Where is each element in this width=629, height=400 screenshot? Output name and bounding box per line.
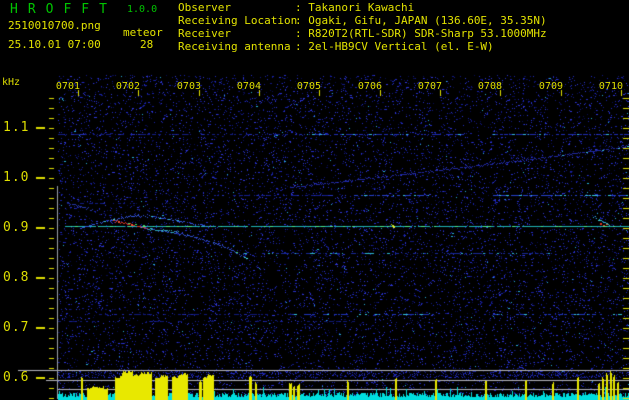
info-row-antenna: Receiving antenna: 2el-HB9CV Vertical (e… xyxy=(178,40,547,53)
app-version: 1.0.0 xyxy=(127,4,158,15)
info-row-receiver: Receiver: R820T2(RTL-SDR) SDR-Sharp 53.1… xyxy=(178,27,547,40)
info-label: Receiving Location xyxy=(178,14,298,27)
x-tick-label: 0703 xyxy=(176,81,201,92)
app-title: HROFFT xyxy=(10,2,117,17)
x-tick-label: 0704 xyxy=(236,81,261,92)
info-separator: : xyxy=(295,40,302,53)
mode-label: meteor xyxy=(123,26,163,39)
x-tick-label: 0707 xyxy=(417,81,442,92)
y-tick-label: 1.1 xyxy=(3,120,30,135)
info-row-location: Receiving Location: Ogaki, Gifu, JAPAN (… xyxy=(178,14,547,27)
x-tick-label: 0701 xyxy=(55,81,80,92)
x-tick-label: 0708 xyxy=(477,81,502,92)
datetime-label: 25.10.01 07:00 xyxy=(8,38,101,51)
x-tick-label: 0710 xyxy=(598,81,623,92)
info-row-observer: Observer: Takanori Kawachi xyxy=(178,1,547,14)
x-tick-label: 0705 xyxy=(296,81,321,92)
y-tick-label: 1.0 xyxy=(3,170,30,185)
filename-label: 2510010700.png xyxy=(8,19,101,32)
y-tick-label: 0.8 xyxy=(3,270,30,285)
info-value: Takanori Kawachi xyxy=(308,1,415,14)
info-label: Receiving antenna xyxy=(178,40,291,53)
x-tick-label: 0709 xyxy=(538,81,563,92)
khz-axis-label: kHz xyxy=(2,77,21,88)
info-label: Receiver xyxy=(178,27,231,40)
info-value: 2el-HB9CV Vertical (el. E-W) xyxy=(308,40,494,53)
info-label: Observer xyxy=(178,1,231,14)
y-tick-label: 0.9 xyxy=(3,220,30,235)
info-value: R820T2(RTL-SDR) SDR-Sharp 53.1000MHz xyxy=(308,27,547,40)
info-value: Ogaki, Gifu, JAPAN (136.60E, 35.35N) xyxy=(308,14,547,27)
info-separator: : xyxy=(295,1,302,14)
y-tick-label: 0.6 xyxy=(3,370,30,385)
info-separator: : xyxy=(295,27,302,40)
y-tick-label: 0.7 xyxy=(3,320,30,335)
info-separator: : xyxy=(295,14,302,27)
x-tick-label: 0706 xyxy=(357,81,382,92)
x-tick-label: 0702 xyxy=(115,81,140,92)
meteor-count: 28 xyxy=(140,38,154,51)
station-info: Observer: Takanori Kawachi Receiving Loc… xyxy=(178,1,547,53)
